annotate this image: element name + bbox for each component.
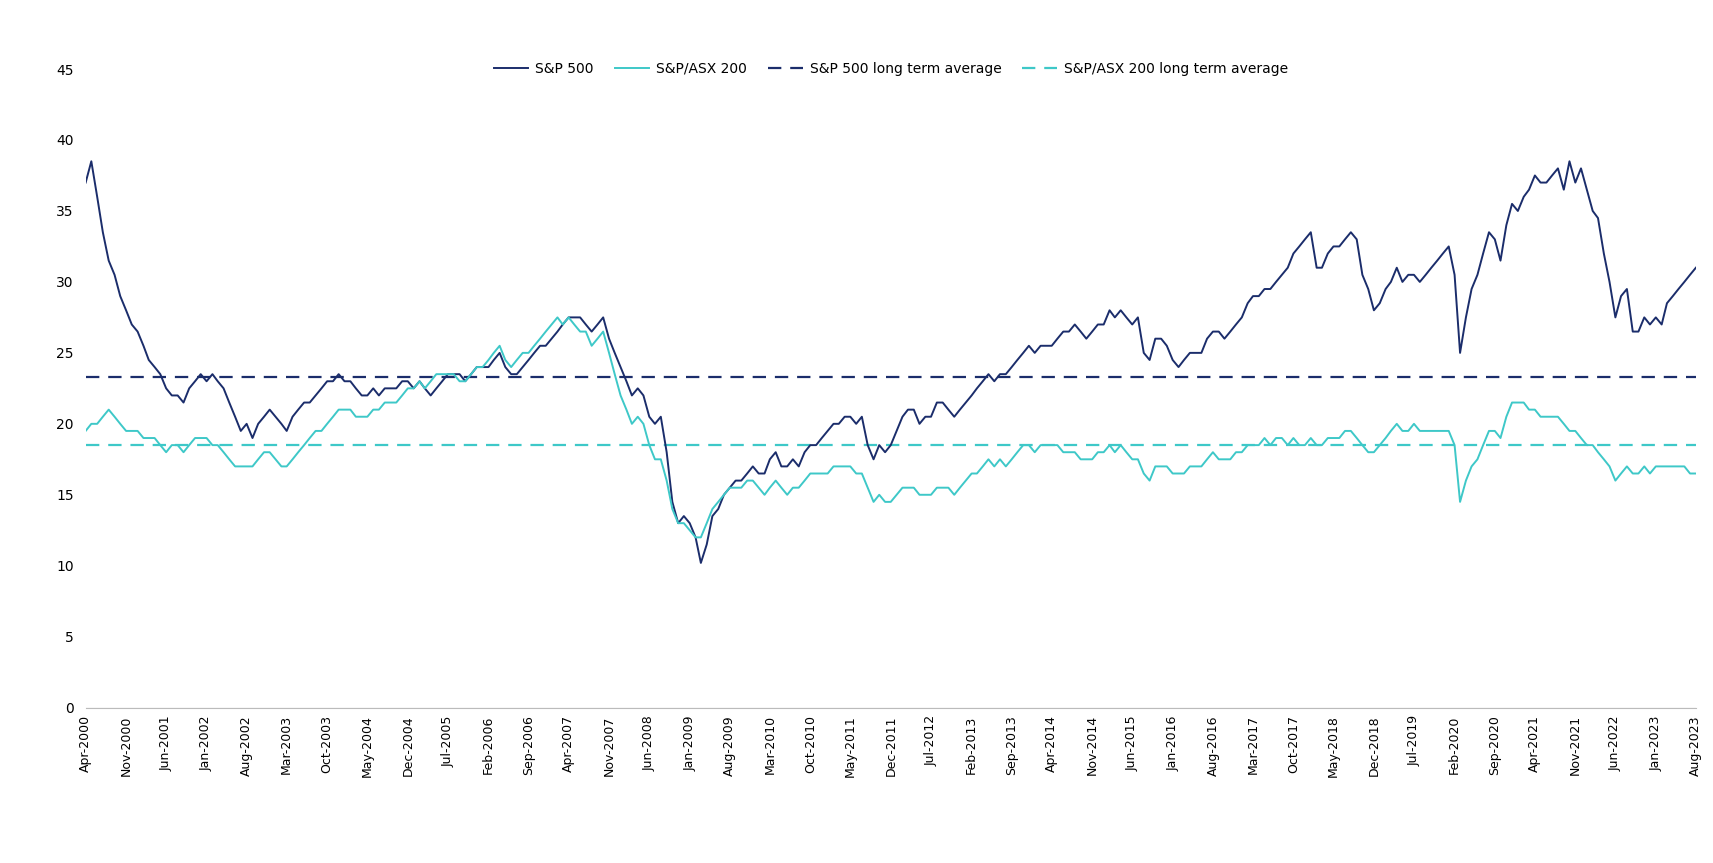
Line: S&P 500: S&P 500: [86, 161, 1696, 563]
Line: S&P/ASX 200: S&P/ASX 200: [86, 318, 1696, 538]
Legend: S&P 500, S&P/ASX 200, S&P 500 long term average, S&P/ASX 200 long term average: S&P 500, S&P/ASX 200, S&P 500 long term …: [488, 56, 1293, 81]
